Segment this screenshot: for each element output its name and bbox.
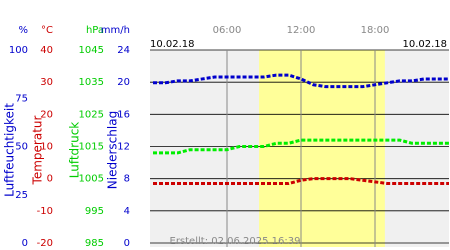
series-line	[153, 73, 449, 89]
axis-label: Luftfeuchtigkeit	[3, 103, 17, 197]
date-left: 10.02.18	[150, 39, 195, 50]
y-tick-label: 50	[15, 142, 28, 153]
y-tick-label: 12	[117, 142, 130, 153]
y-tick-label: 1045	[79, 45, 104, 56]
y-tick-label: 75	[15, 93, 28, 104]
series-line	[153, 177, 449, 185]
daylight	[259, 50, 385, 247]
footer: Erstellt: 02.06.2025 16:39	[170, 236, 301, 247]
y-tick-label: 10	[40, 142, 53, 153]
y-tick-label: -20	[37, 238, 53, 249]
axis-unit: %	[18, 25, 28, 36]
x-tick-label: 06:00	[213, 25, 242, 36]
y-tick-label: 20	[117, 77, 130, 88]
x-tick-label: 18:00	[361, 25, 390, 36]
y-tick-label: 20	[40, 109, 53, 120]
y-tick-label: 0	[22, 238, 28, 249]
axis-label: Temperatur	[31, 115, 45, 185]
axis-unit: °C	[41, 25, 53, 36]
y-tick-label: 24	[117, 45, 130, 56]
axis-unit: hPa	[86, 25, 104, 36]
y-tick-label: 100	[9, 45, 28, 56]
axis-label: Luftdruck	[68, 122, 82, 179]
y-tick-label: 1035	[79, 77, 104, 88]
y-tick-label: 995	[85, 206, 104, 217]
y-tick-label: 0	[124, 238, 130, 249]
y-tick-label: 25	[15, 190, 28, 201]
y-tick-label: 16	[117, 109, 130, 120]
x-tick-label: 12:00	[287, 25, 316, 36]
y-tick-label: 1025	[79, 109, 104, 120]
series-line	[153, 138, 449, 155]
y-tick-label: 4	[124, 206, 130, 217]
date-right: 10.02.18	[402, 39, 447, 50]
y-tick-label: 0	[47, 174, 53, 185]
axis-unit: mm/h	[101, 25, 130, 36]
y-tick-label: -10	[37, 206, 53, 217]
axis-label: Niederschlag	[106, 111, 120, 189]
y-tick-label: 1005	[79, 174, 104, 185]
y-tick-label: 30	[40, 77, 53, 88]
y-tick-label: 1015	[79, 142, 104, 153]
y-tick-label: 8	[124, 174, 130, 185]
plot: 06:00 12:00 18:00%0255075100Luftfeuchtigke…	[3, 25, 449, 249]
y-tick-label: 985	[85, 238, 104, 249]
y-tick-label: 40	[40, 45, 53, 56]
